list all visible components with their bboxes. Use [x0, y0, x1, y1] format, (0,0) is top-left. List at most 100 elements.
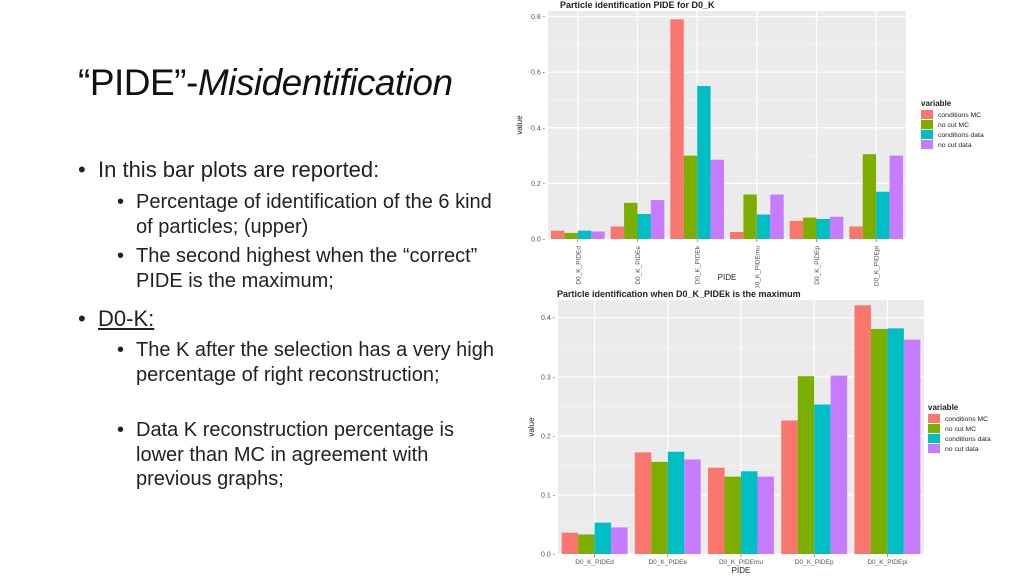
bar: [854, 305, 871, 554]
bar: [903, 339, 921, 554]
x-tick-label: D0_K_PIDEk: [695, 245, 702, 284]
sub-bullet-second-highest: • The second highest when the “correct” …: [117, 244, 507, 293]
legend-swatch: [928, 444, 940, 453]
x-tick-label: D0_K_PIDEe: [648, 559, 687, 566]
bar: [797, 376, 815, 554]
lower-bar-chart: 0.0 - 0.1 - 0.2 - 0.3 - 0.4 - D0_K_PIDEd D0_K_…: [527, 289, 991, 575]
bar: [816, 218, 830, 239]
bullet-text: D0-K:: [98, 306, 155, 331]
x-tick-label: D0_K_PIDEp: [814, 246, 821, 285]
legend-label: conditions MC: [938, 112, 981, 119]
y-tick-label: 0.2 -: [531, 181, 546, 188]
bar: [564, 232, 578, 239]
bar: [849, 226, 863, 239]
bar: [830, 375, 848, 554]
legend-swatch: [921, 130, 933, 139]
y-tick-label: 0.0 -: [531, 237, 546, 244]
x-tick-label: D0_K_PIDEe: [635, 246, 642, 285]
title-prefix: “PIDE”-: [78, 62, 198, 103]
legend-label: no cut MC: [945, 426, 976, 433]
y-axis-label: value: [527, 417, 536, 437]
bar: [724, 476, 741, 554]
bar: [611, 527, 628, 554]
bar: [757, 476, 774, 554]
bar: [889, 155, 904, 239]
bar: [743, 194, 757, 239]
bar: [561, 532, 579, 554]
sub-bullet-dot-icon: •: [117, 419, 125, 441]
legend-label: no cut data: [945, 446, 979, 453]
sub-bullet-text: The K after the selection has a very hig…: [136, 339, 494, 386]
bar: [683, 155, 698, 239]
legend-label: no cut data: [938, 142, 972, 149]
legend-label: no cut MC: [938, 122, 969, 129]
y-tick-label: 0.0 -: [541, 552, 556, 559]
y-tick-label: 0.8 -: [531, 14, 546, 21]
bar: [756, 214, 771, 239]
legend-swatch: [921, 120, 933, 129]
y-axis-label: value: [515, 115, 524, 135]
bar: [710, 159, 725, 239]
sub-bullet-text: Data K reconstruction percentage is lowe…: [136, 419, 454, 490]
y-tick-label: 0.6 -: [531, 70, 546, 77]
sub-bullet-k-selection: • The K after the selection has a very h…: [117, 338, 507, 387]
sub-bullet-text: Percentage of identification of the 6 ki…: [136, 191, 492, 238]
sub-bullet-data-k: • Data K reconstruction percentage is lo…: [117, 418, 507, 492]
bar: [697, 86, 711, 239]
bar: [829, 216, 844, 239]
bar: [862, 154, 877, 239]
y-tick-label: 0.4 -: [541, 315, 556, 322]
bar: [770, 194, 784, 239]
bar: [708, 467, 725, 554]
y-tick-label: 0.3 -: [541, 374, 556, 381]
chart-title: Particle identification when D0_K_PIDEk …: [557, 289, 801, 299]
x-tick-label: D0_K_PIDEmu: [754, 246, 761, 288]
bar: [741, 471, 758, 554]
bar: [624, 202, 638, 239]
sub-bullet-text: The second highest when the “correct” PI…: [136, 245, 478, 292]
bar: [594, 522, 612, 554]
chart-title: Particle identification PIDE for D0_K: [560, 0, 715, 10]
bar: [634, 452, 652, 554]
bar: [637, 213, 651, 239]
bar: [789, 220, 804, 239]
sub-bullet-dot-icon: •: [117, 191, 125, 213]
upper-bar-chart: 0.0 - 0.2 - 0.4 - 0.6 - 0.8 - D0_K_PIDEd D0_K_…: [515, 0, 984, 288]
sub-bullet-dot-icon: •: [117, 339, 125, 361]
slide-title: “PIDE”-Misidentification: [78, 62, 453, 104]
bar: [591, 231, 605, 239]
legend-swatch: [928, 414, 940, 423]
y-tick-label: 0.2 -: [541, 433, 556, 440]
legend-title: variable: [928, 403, 959, 412]
bar: [577, 230, 592, 239]
bar: [610, 226, 625, 239]
x-tick-label: D0_K_PIDEd: [575, 559, 614, 566]
bar: [667, 451, 685, 554]
x-tick-label: D0_K_PIDEd: [575, 246, 582, 285]
legend-label: conditions MC: [945, 416, 988, 423]
y-tick-label: 0.4 -: [531, 125, 546, 132]
y-tick-label: 0.1 -: [541, 492, 556, 499]
x-axis-label: PIDE: [732, 566, 751, 575]
legend-title: variable: [921, 99, 952, 108]
x-tick-label: D0_K_PIDEp: [795, 559, 834, 566]
bar: [684, 459, 701, 554]
legend-swatch: [921, 110, 933, 119]
x-axis-label: PIDE: [718, 273, 737, 282]
bar: [876, 191, 890, 239]
sub-bullet-dot-icon: •: [117, 245, 125, 267]
legend-label: conditions data: [945, 436, 991, 443]
bar: [729, 232, 744, 239]
sub-bullet-percentage: • Percentage of identification of the 6 …: [117, 190, 507, 239]
bar: [803, 217, 817, 239]
x-tick-label: D0_K_PIDEpi: [867, 559, 907, 566]
bar: [650, 200, 665, 239]
bar: [578, 534, 595, 554]
legend-swatch: [921, 140, 933, 149]
title-italic: Misidentification: [197, 62, 453, 103]
bar: [870, 328, 888, 554]
legend-swatch: [928, 424, 940, 433]
bullet-dot-icon: •: [78, 157, 86, 182]
bar: [781, 420, 798, 554]
legend-swatch: [928, 434, 940, 443]
